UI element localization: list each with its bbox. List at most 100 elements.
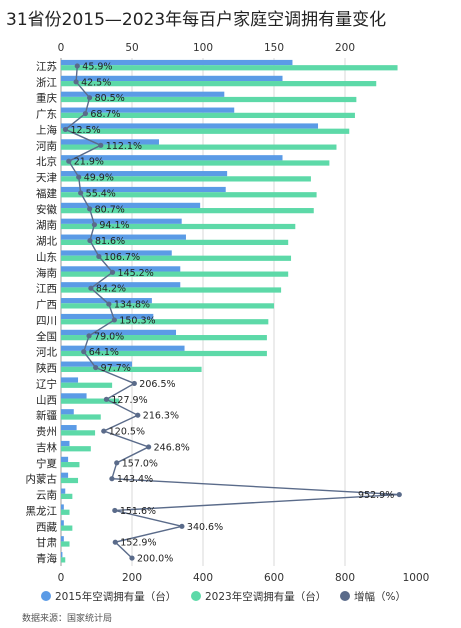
bar-2015 — [61, 234, 186, 240]
growth-point — [93, 364, 99, 371]
growth-label: 84.2% — [96, 284, 126, 295]
category-label: 河北 — [36, 347, 57, 359]
bottom-tick-label: 0 — [58, 572, 65, 584]
top-tick-label: 100 — [193, 42, 213, 54]
legend-growth-marker — [340, 591, 350, 601]
category-label: 内蒙古 — [26, 473, 58, 486]
growth-label: 340.6% — [187, 522, 223, 533]
growth-point — [146, 444, 152, 450]
growth-point — [86, 95, 93, 101]
bar-2015 — [61, 298, 152, 304]
growth-label: 145.2% — [118, 268, 154, 279]
growth-label: 21.9% — [74, 157, 104, 168]
bar-2023 — [61, 303, 274, 309]
growth-point — [101, 428, 107, 434]
bar-2023 — [61, 208, 314, 214]
bar-2015 — [61, 504, 64, 510]
bar-2015 — [61, 202, 201, 209]
growth-label: 151.6% — [120, 506, 156, 517]
source-note: 数据来源：国家统计局 — [22, 612, 112, 624]
growth-point — [87, 206, 93, 212]
growth-point — [103, 396, 110, 402]
growth-line-layer: 45.9% 42.5% 80.5% 68.7% 12.5% 112.1%21.9% 49.9… — [62, 61, 402, 565]
growth-label: 80.5% — [95, 93, 125, 104]
growth-point — [106, 301, 112, 307]
bar-2015 — [61, 520, 64, 526]
growth-label: 80.7% — [95, 204, 125, 215]
bar-2015 — [61, 250, 172, 256]
category-label: 云南 — [36, 489, 57, 502]
category-label: 湖南 — [36, 219, 57, 232]
bar-2023 — [61, 192, 317, 198]
growth-label: 42.5% — [81, 77, 111, 88]
growth-point — [131, 380, 137, 387]
bottom-tick-label: 800 — [335, 572, 355, 584]
growth-point — [91, 222, 98, 228]
bar-2023 — [61, 509, 70, 515]
legend: 2015年空调拥有量（台） 2023年空调拥有量（台） 增幅（%） — [41, 590, 406, 603]
legend-2023-marker — [191, 591, 201, 601]
growth-point — [112, 539, 118, 545]
growth-label: 64.1% — [89, 347, 119, 358]
category-label: 新疆 — [36, 409, 57, 422]
bar-2015 — [61, 456, 69, 463]
category-label: 贵州 — [36, 425, 57, 438]
top-tick-label: 200 — [335, 42, 355, 54]
category-label: 黑龙江 — [26, 504, 58, 517]
bar-2023 — [61, 462, 80, 468]
category-label: 广东 — [36, 108, 57, 121]
category-label: 辽宁 — [36, 377, 57, 390]
bar-2015 — [61, 139, 159, 145]
growth-label: 79.0% — [94, 331, 124, 342]
growth-point — [96, 253, 102, 260]
category-label: 上海 — [36, 123, 57, 136]
bar-2015 — [61, 59, 293, 66]
category-label: 海南 — [36, 266, 57, 279]
category-label: 宁夏 — [36, 457, 57, 470]
category-label: 北京 — [36, 155, 57, 168]
bar-2015 — [61, 409, 74, 415]
bar-2015 — [61, 282, 181, 288]
category-label: 福建 — [36, 187, 57, 200]
bar-2023 — [61, 65, 398, 71]
top-axis-ticks: 0 50 100 150 200 — [58, 42, 355, 54]
growth-label: 49.9% — [84, 173, 114, 184]
category-label: 西藏 — [36, 521, 57, 533]
growth-point — [179, 523, 185, 529]
category-label: 江西 — [36, 283, 57, 295]
top-tick-label: 150 — [264, 42, 284, 54]
bottom-tick-label: 1000 — [403, 572, 430, 584]
bar-2023 — [61, 398, 120, 404]
growth-label: 55.4% — [86, 188, 116, 199]
top-tick-label: 0 — [58, 42, 65, 54]
bar-2023 — [61, 96, 357, 103]
bar-2023 — [61, 255, 292, 261]
growth-point — [129, 555, 135, 561]
bar-2015 — [61, 377, 79, 383]
growth-point — [114, 460, 120, 466]
category-label: 江苏 — [36, 60, 57, 73]
legend-2015-marker — [41, 591, 51, 601]
bar-2023 — [61, 541, 70, 547]
bar-2023 — [61, 414, 101, 420]
bar-2015 — [61, 91, 225, 97]
bar-2023 — [61, 160, 330, 166]
category-label: 广西 — [36, 299, 57, 311]
bar-2015 — [61, 440, 70, 447]
bar-2023 — [61, 144, 337, 150]
growth-point — [396, 491, 402, 498]
bar-2015 — [61, 345, 185, 351]
bar-2015 — [61, 425, 77, 431]
bar-2015 — [61, 107, 235, 113]
bottom-tick-label: 600 — [264, 572, 284, 584]
bar-2023 — [61, 446, 91, 452]
category-label: 山西 — [36, 394, 57, 406]
category-label: 安徽 — [36, 203, 57, 216]
bar-2015 — [61, 472, 69, 478]
bottom-axis-ticks: 0 200 400 600 800 1000 — [58, 572, 430, 584]
growth-point — [74, 63, 80, 69]
bar-2023 — [61, 223, 296, 230]
growth-label: 106.7% — [104, 252, 140, 263]
growth-label: 216.3% — [143, 411, 179, 422]
